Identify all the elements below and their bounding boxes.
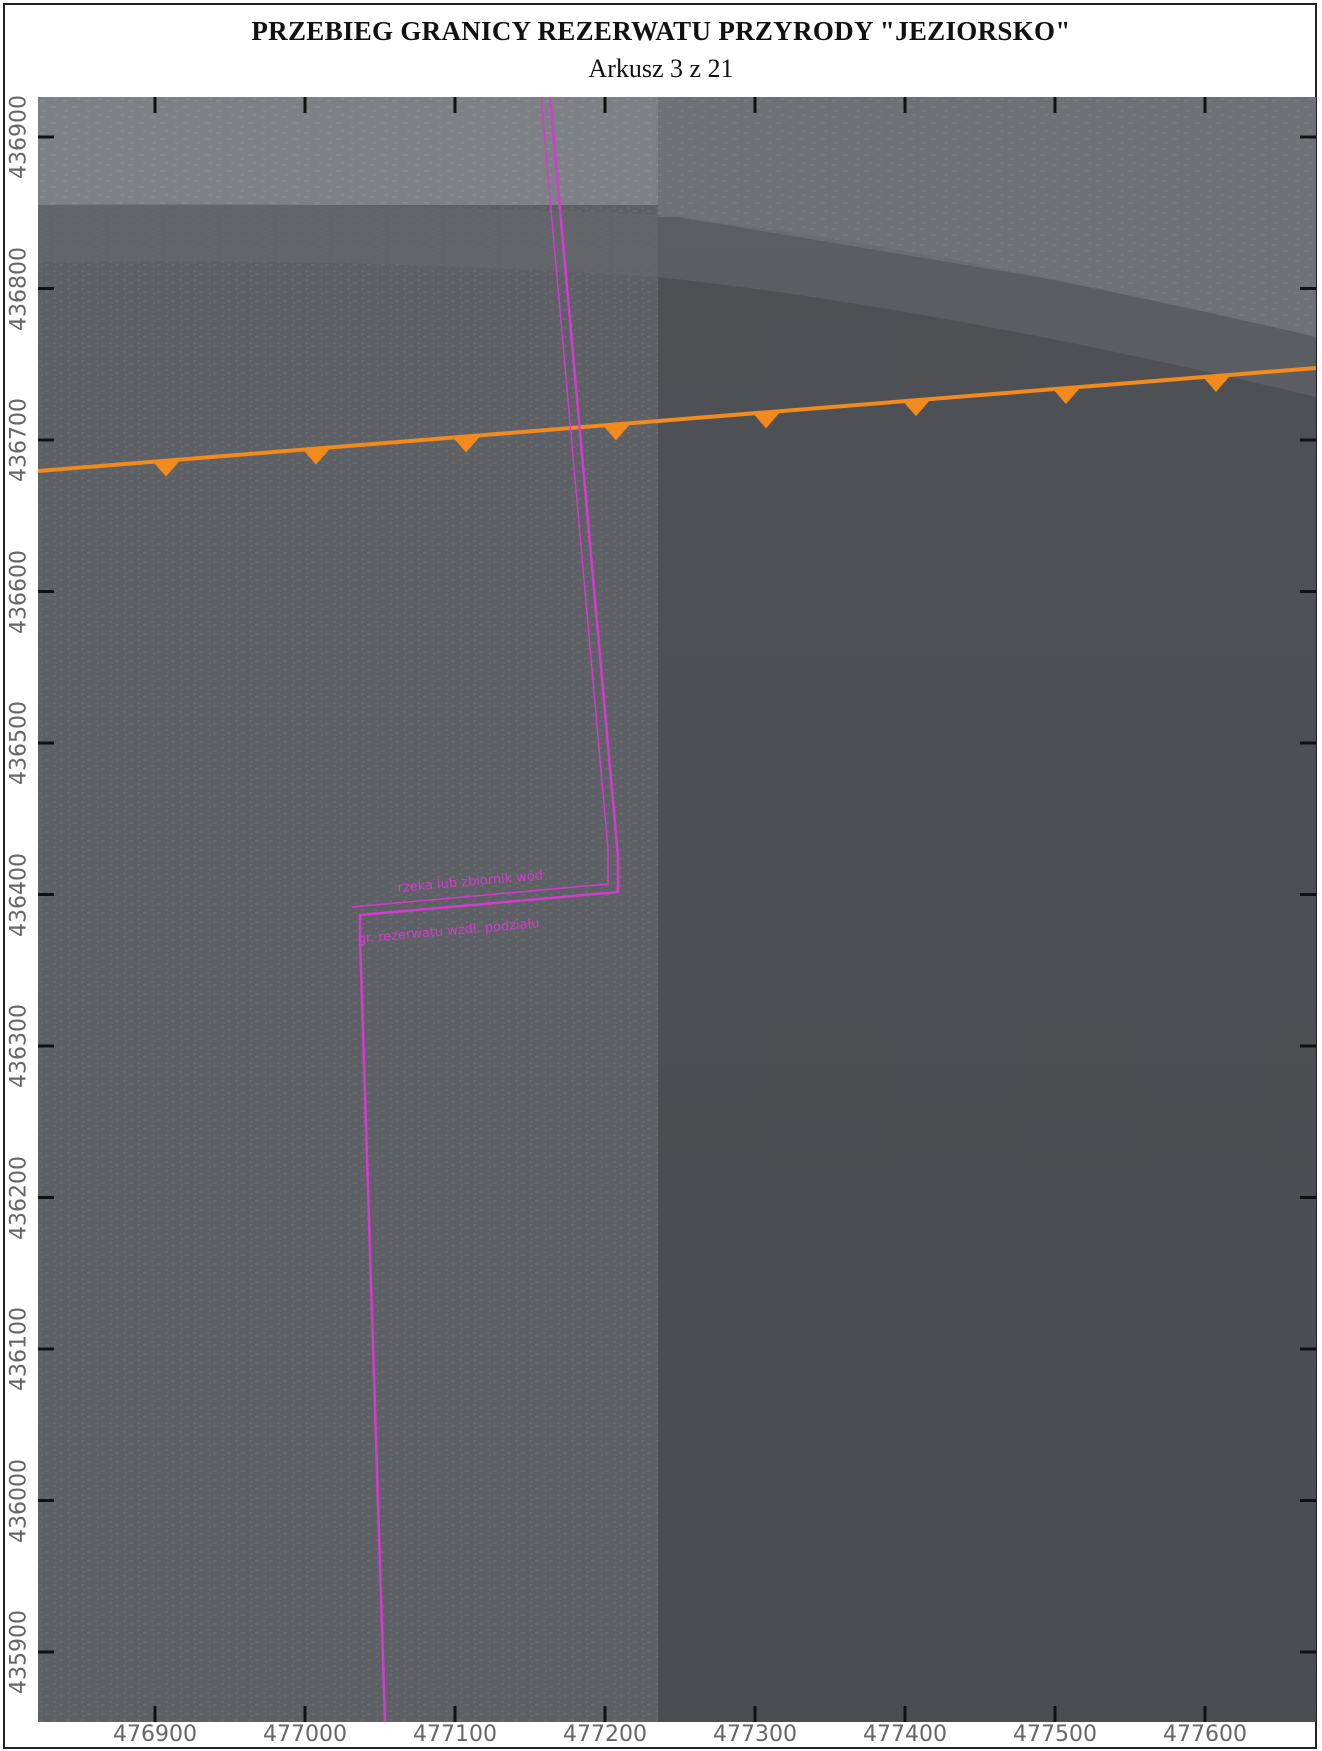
haze-band [38, 204, 1316, 397]
reserve-boundary [358, 97, 620, 1722]
orange-line [38, 366, 1316, 473]
x-tick-label: 477300 [713, 1722, 797, 1747]
x-tick-label: 476900 [113, 1722, 197, 1747]
orange-line-marker [303, 449, 329, 465]
orange-line-marker [903, 401, 929, 417]
reserve-boundary-inner [351, 97, 609, 908]
orange-line-marker [153, 461, 179, 477]
orange-line-marker [453, 437, 479, 453]
y-tick-label: 436800 [6, 246, 32, 331]
orange-line-marker [753, 413, 779, 429]
y-tick-label: 436100 [6, 1307, 32, 1391]
map-canvas: rzeka lub zbiornik wód gr. rezerwatu wzd… [38, 97, 1316, 1722]
orange-line-marker [1203, 377, 1229, 393]
orange-line-layer [38, 366, 1316, 477]
y-tick-label: 436600 [6, 549, 32, 634]
sheet-number: Arkusz 3 z 21 [588, 54, 734, 83]
map-view[interactable]: rzeka lub zbiornik wód gr. rezerwatu wzd… [38, 97, 1316, 1722]
map-title: PRZEBIEG GRANICY REZERWATU PRZYRODY "JEZ… [251, 16, 1071, 46]
x-tick-label: 477000 [263, 1722, 347, 1747]
map-frame [3, 3, 1317, 1749]
y-tick-label: 435900 [6, 1610, 32, 1694]
y-tick-label: 436900 [6, 95, 32, 179]
x-tick-label: 477400 [863, 1722, 947, 1747]
orange-line-marker [603, 425, 629, 441]
x-tick-label: 477500 [1013, 1722, 1097, 1747]
y-tick-label: 436700 [6, 398, 32, 482]
y-tick-label: 436300 [6, 1004, 32, 1088]
x-tick-label: 477200 [563, 1722, 647, 1747]
y-tick-label: 436400 [6, 852, 32, 937]
y-tick-label: 436200 [6, 1155, 32, 1240]
orange-line-marker [1053, 389, 1079, 405]
y-tick-label: 436500 [6, 701, 32, 785]
x-tick-label: 477100 [413, 1722, 497, 1747]
x-tick-label: 477600 [1163, 1722, 1247, 1747]
y-tick-label: 436000 [6, 1458, 32, 1543]
axis-ticks [38, 97, 1316, 1722]
